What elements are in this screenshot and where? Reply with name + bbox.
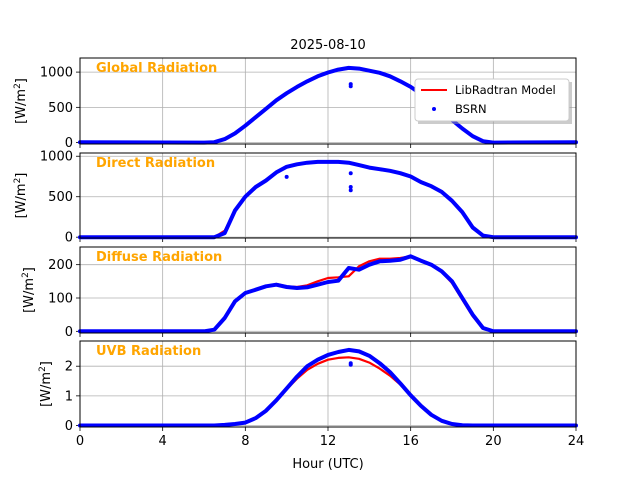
bsrn-outlier-point [284, 174, 289, 179]
bsrn-outlier-point [348, 361, 353, 366]
y-tick-label: 2 [65, 360, 73, 375]
y-tick-label: 500 [48, 190, 73, 205]
x-tick-label: 16 [402, 434, 419, 449]
x-tick-label: 12 [320, 434, 337, 449]
legend-model-label: LibRadtran Model [455, 83, 556, 97]
y-axis-label: [W/m2] [21, 267, 37, 313]
x-tick-label: 8 [241, 434, 249, 449]
y-tick-label: 100 [48, 292, 73, 307]
panel-2: 0 500 1000 Direct Radiation [W/m2] [13, 150, 578, 246]
y-axis-label: [W/m2] [13, 78, 29, 124]
panel-frame [79, 246, 577, 334]
y-tick-label: 0 [65, 325, 73, 340]
legend: LibRadtran Model BSRN [414, 78, 572, 124]
bsrn-series-points [78, 347, 578, 428]
bsrn-outlier-point [348, 185, 353, 189]
y-axis-label: [W/m2] [38, 361, 54, 407]
panel-title: Direct Radiation [96, 156, 215, 171]
panel-frame [79, 57, 577, 145]
panel-title: UVB Radiation [96, 344, 201, 359]
panel-frame [79, 152, 577, 239]
y-axis-label: [W/m2] [13, 173, 29, 219]
y-tick-label: 500 [48, 101, 73, 116]
y-tick-label: 1 [65, 389, 73, 404]
x-tick-label: 0 [76, 434, 84, 449]
x-tick-label: 20 [485, 434, 502, 449]
legend-bsrn-label: BSRN [455, 102, 487, 116]
panel-frame [79, 340, 577, 428]
x-tick-label: 24 [568, 434, 585, 449]
x-axis-label: Hour (UTC) [292, 457, 363, 472]
y-tick-label: 200 [48, 258, 73, 273]
bsrn-outlier-point [348, 82, 353, 87]
bsrn-series-points [78, 254, 578, 334]
legend-bsrn-swatch [432, 107, 436, 111]
x-tick-label: 4 [159, 434, 167, 449]
y-tick-label: 0 [65, 231, 73, 246]
chart-title: 2025-08-10 [290, 38, 366, 53]
y-tick-label: 0 [65, 419, 73, 434]
panel-3: 0 100 200 Diffuse Radiation [W/m2] [21, 246, 578, 340]
panel-title: Diffuse Radiation [96, 250, 222, 265]
y-tick-label: 1000 [40, 66, 73, 81]
panel-1: 0 500 1000 Global Radiation [W/m2] [13, 57, 578, 151]
bsrn-outlier-point [348, 171, 353, 176]
y-tick-label: 0 [65, 136, 73, 151]
bsrn-outlier-point [348, 188, 353, 193]
y-tick-label: 1000 [40, 150, 73, 165]
panel-title: Global Radiation [96, 61, 217, 76]
bsrn-series-points [78, 159, 578, 240]
